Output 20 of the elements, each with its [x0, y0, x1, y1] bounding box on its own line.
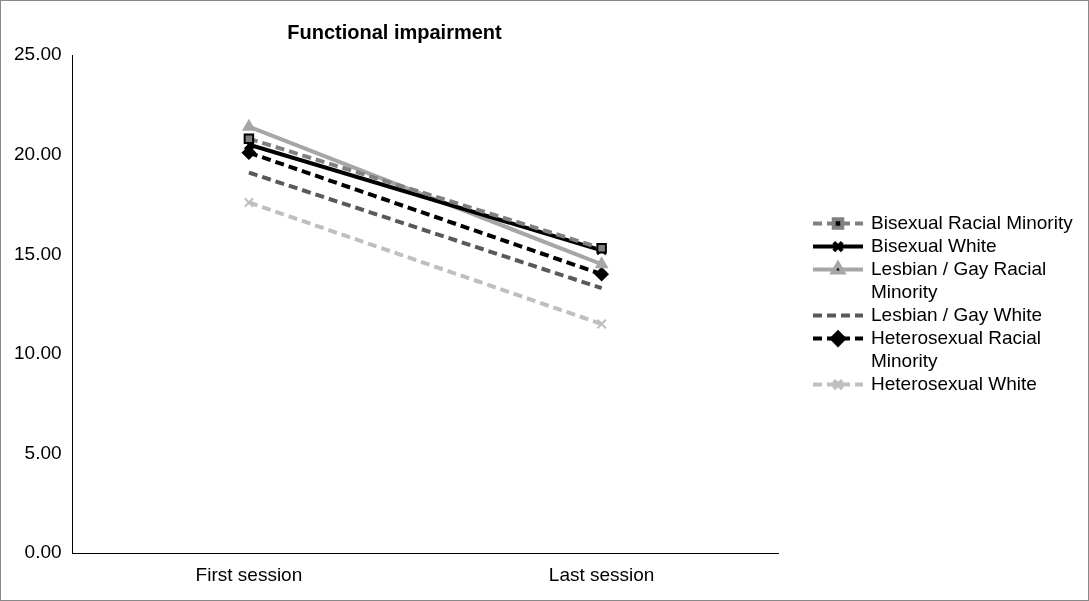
- chart-title: Functional impairment: [287, 20, 503, 43]
- legend-label: Heterosexual White: [871, 372, 1037, 394]
- point: [243, 133, 255, 144]
- point: [594, 267, 609, 282]
- x-tick-label: Last session: [548, 563, 655, 585]
- legend-label: Bisexual Racial Minority: [871, 211, 1074, 233]
- legend-label: Bisexual White: [871, 234, 997, 256]
- y-tick-label: 10.00: [14, 342, 62, 364]
- x-tick-label: First session: [195, 563, 303, 585]
- legend-label: Heterosexual Racial Minority: [871, 326, 1042, 371]
- y-tick-label: 25.00: [14, 43, 62, 65]
- point: [241, 145, 256, 160]
- legend-label: Lesbian / Gay White: [871, 303, 1043, 325]
- y-tick-label: 20.00: [14, 142, 62, 164]
- y-tick-label: 0.00: [24, 541, 62, 563]
- y-tick-label: 15.00: [14, 242, 62, 264]
- y-tick-label: 5.00: [24, 441, 62, 463]
- legend-label: Lesbian / Gay Racial Minority: [871, 257, 1047, 302]
- point: [596, 318, 607, 330]
- point: [243, 197, 255, 208]
